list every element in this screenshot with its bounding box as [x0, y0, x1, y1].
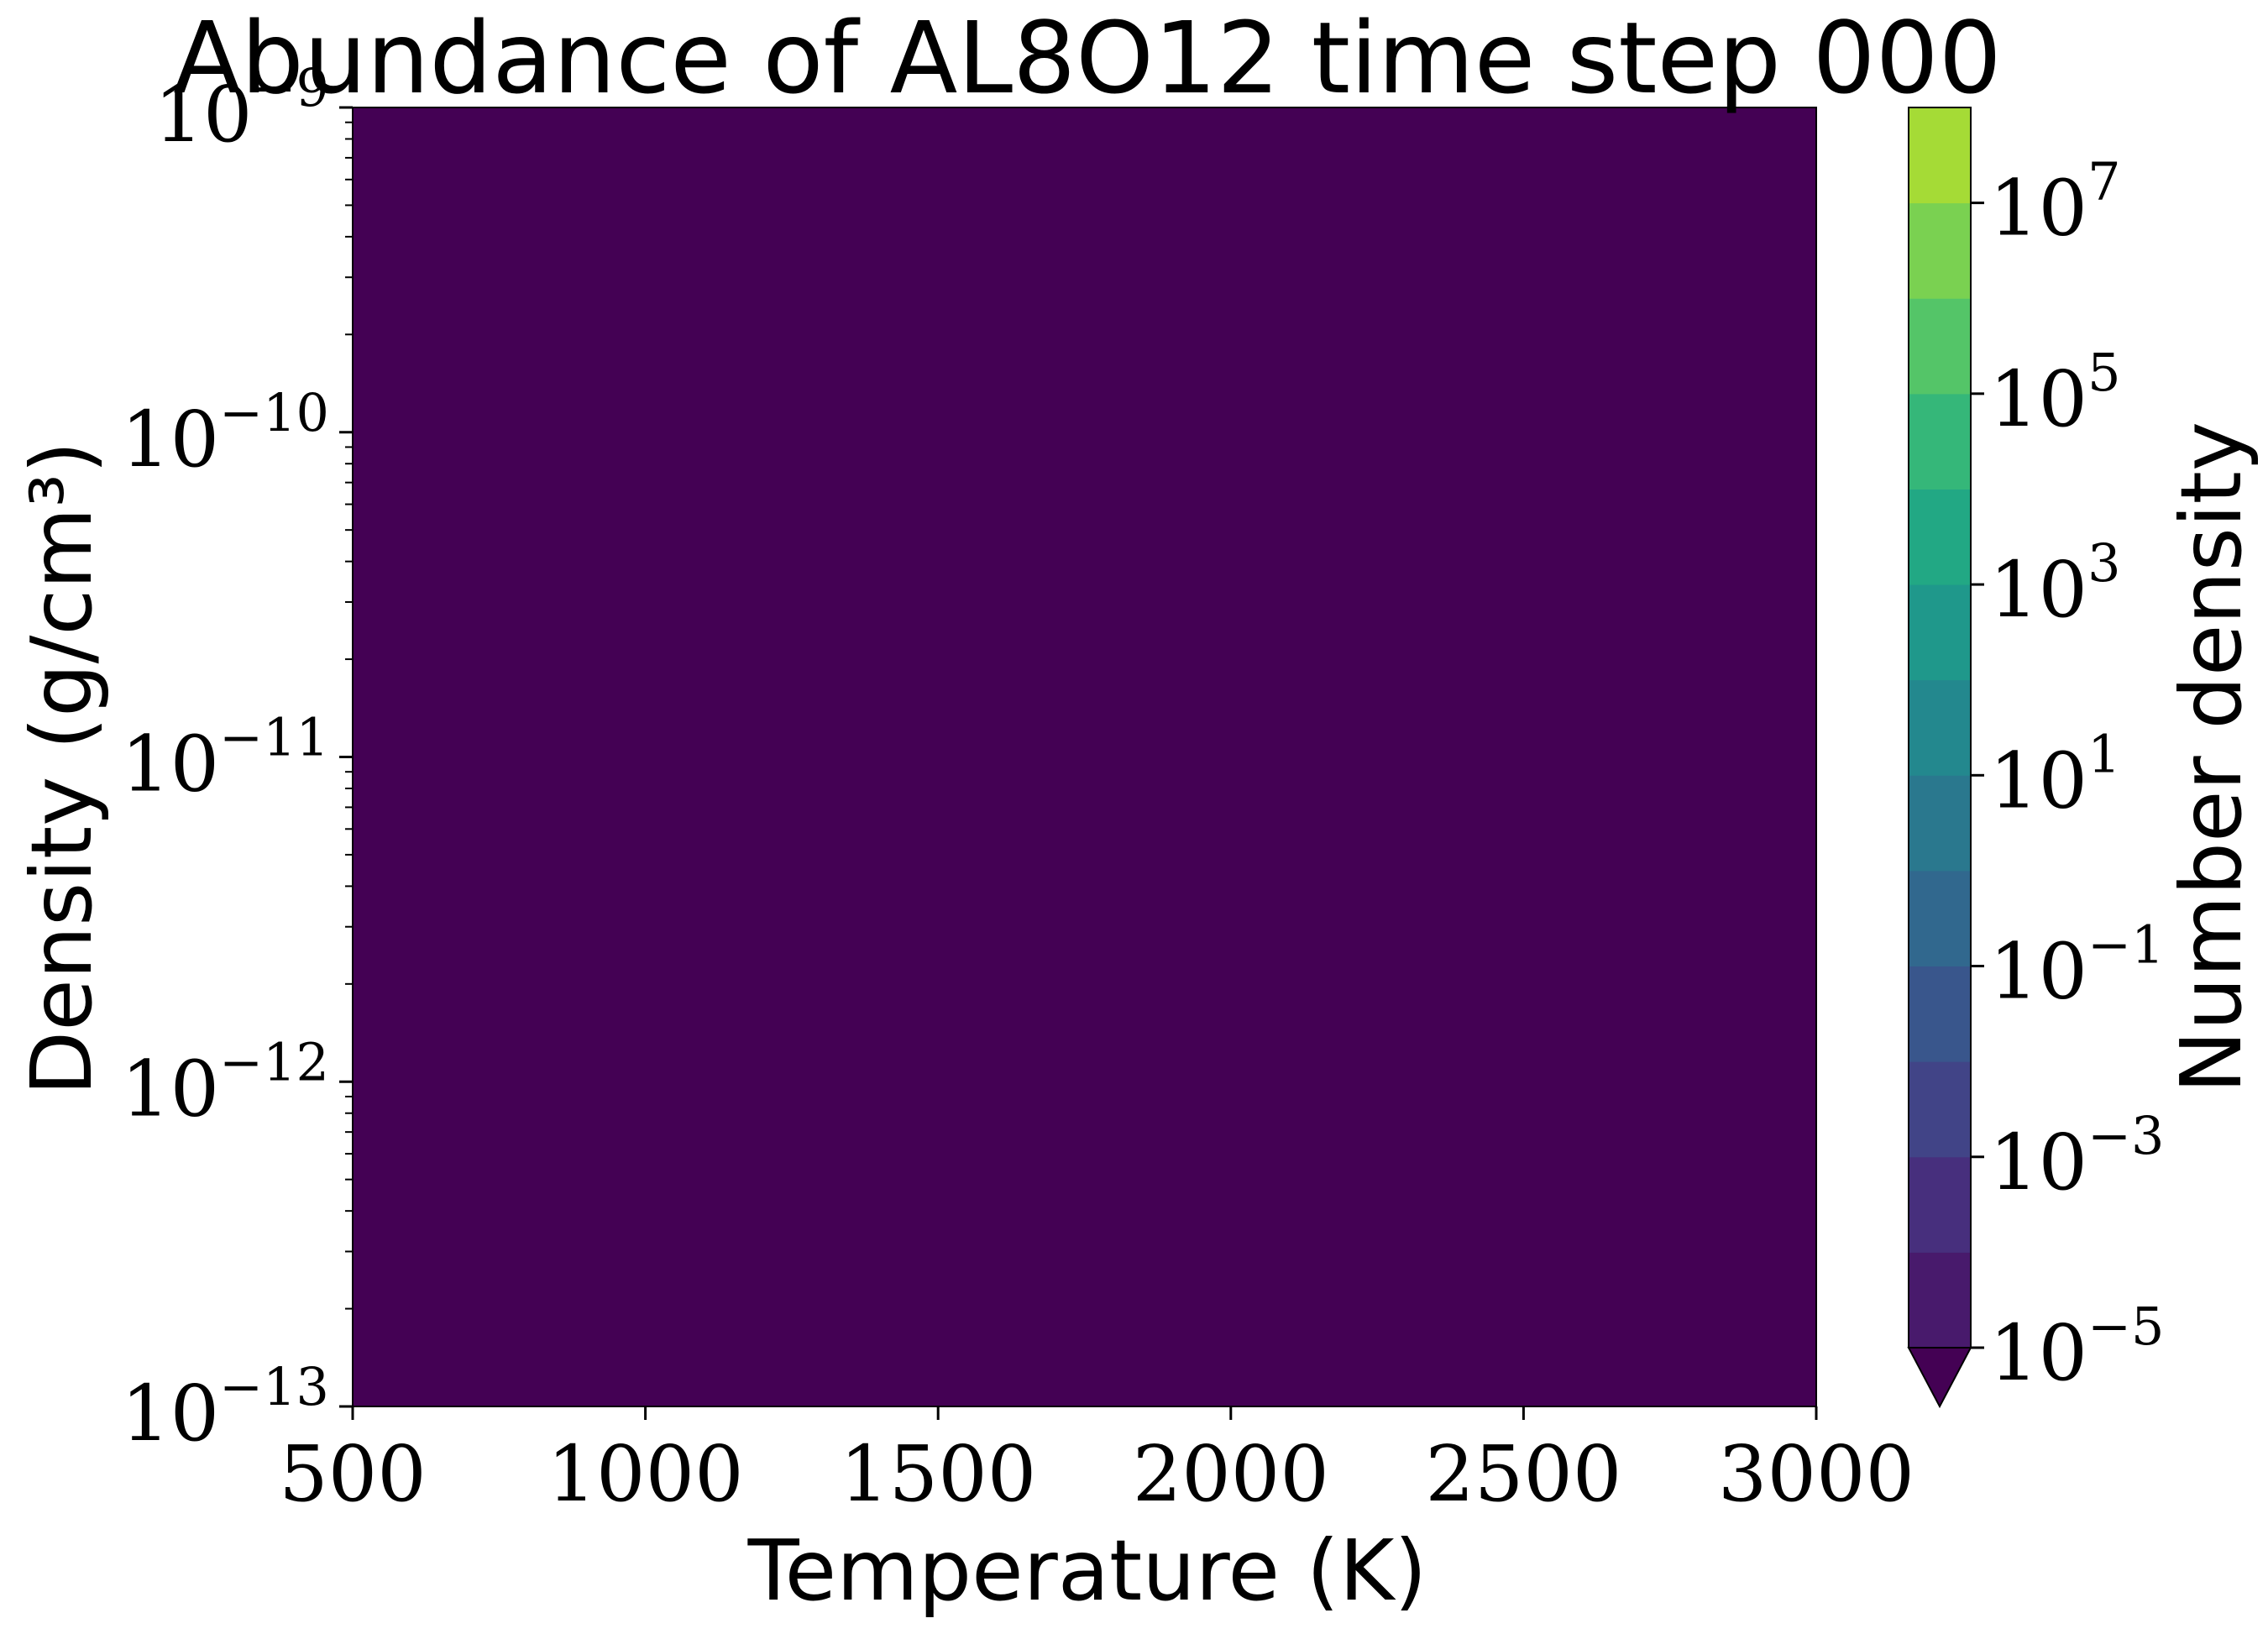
colorbar-band	[1909, 107, 1971, 204]
y-tick-label: 10−12	[121, 1031, 329, 1134]
colorbar-band	[1909, 298, 1971, 395]
colorbar-band	[1909, 1156, 1971, 1253]
x-tick-label: 500	[279, 1429, 427, 1519]
colorbar-band	[1909, 202, 1971, 299]
x-axis: 500 1000 1500 2000 2500 3000	[279, 1406, 1914, 1519]
y-tick-label: 10−13	[121, 1356, 329, 1459]
colorbar-tick-label: 105	[1989, 342, 2121, 444]
colorbar-band	[1909, 870, 1971, 967]
colorbar-tick-label: 10−3	[1989, 1105, 2164, 1207]
colorbar-band	[1909, 679, 1971, 776]
abundance-field	[353, 107, 1816, 1406]
colorbar-tick-label: 10−5	[1989, 1296, 2164, 1398]
y-tick-label: 10−10	[121, 382, 329, 484]
colorbar-label: Number density	[2162, 422, 2260, 1093]
colorbar-tick-label: 103	[1989, 532, 2121, 635]
colorbar-band	[1909, 393, 1971, 490]
colorbar-tick-label: 107	[1989, 151, 2121, 254]
colorbar-band	[1909, 966, 1971, 1062]
colorbar-band	[1909, 775, 1971, 872]
colorbar-band	[1909, 584, 1971, 681]
colorbar-tick-label: 10−1	[1989, 914, 2164, 1017]
colorbar-band	[1909, 1252, 1971, 1349]
colorbar-frame	[1908, 107, 1972, 1349]
x-tick-label: 1500	[840, 1429, 1036, 1519]
x-tick-label: 3000	[1718, 1429, 1914, 1519]
y-tick-label: 10−9	[155, 57, 329, 160]
colorbar: 10−5 10−3 10−1 101 103 105 107	[1907, 107, 2164, 1409]
colorbar-band	[1909, 489, 1971, 585]
colorbar-tick-label: 101	[1989, 723, 2121, 825]
chart-title: Abundance of AL8O12 time step 000	[173, 0, 2002, 116]
y-axis-label: Density (g/cm³)	[13, 441, 111, 1096]
x-tick-label: 2500	[1425, 1429, 1621, 1519]
y-axis: 10−13 10−12 10−11 10−10 10−9	[121, 57, 353, 1459]
x-tick-label: 2000	[1133, 1429, 1329, 1519]
colorbar-extend-arrow	[1907, 1347, 1972, 1409]
colorbar-band	[1909, 1061, 1971, 1158]
x-axis-label: Temperature (K)	[747, 1521, 1427, 1620]
x-tick-label: 1000	[547, 1429, 744, 1519]
y-tick-label: 10−11	[121, 707, 329, 809]
plot-area	[352, 107, 1817, 1407]
